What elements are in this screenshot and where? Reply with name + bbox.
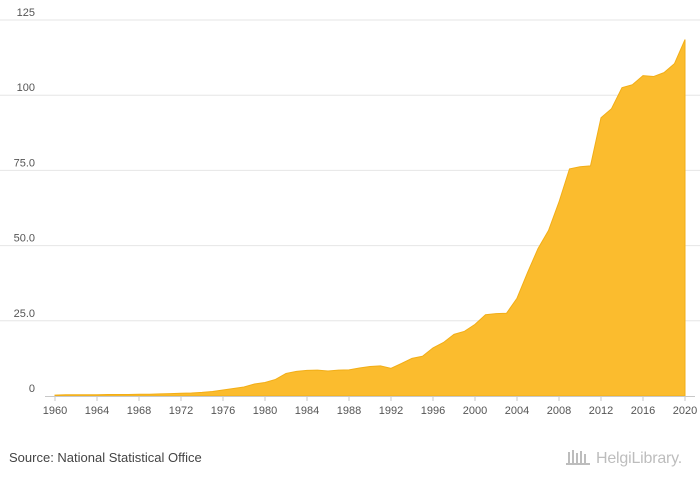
x-tick-label: 1972 <box>169 405 193 417</box>
x-tick-label: 1992 <box>379 405 403 417</box>
x-tick-label: 1968 <box>127 405 151 417</box>
x-tick-label: 1984 <box>295 405 319 417</box>
y-tick-label: 100 <box>17 82 35 94</box>
x-tick-label: 2000 <box>463 405 487 417</box>
y-tick-label: 0 <box>29 383 35 395</box>
x-tick-label: 2008 <box>547 405 571 417</box>
logo-text: HelgiLibrary. <box>596 450 683 467</box>
x-tick-label: 1996 <box>421 405 445 417</box>
x-tick-label: 1960 <box>43 405 67 417</box>
x-tick-label: 2020 <box>673 405 697 417</box>
y-tick-label: 50.0 <box>14 233 35 245</box>
source-note: Source: National Statistical Office <box>9 450 202 465</box>
y-tick-label: 125 <box>17 7 35 19</box>
series-area <box>54 39 686 397</box>
y-tick-label: 75.0 <box>14 157 35 169</box>
x-tick-label: 2012 <box>589 405 613 417</box>
x-tick-label: 2004 <box>505 405 529 417</box>
helgi-library-logo-icon <box>566 448 592 471</box>
x-tick-label: 2016 <box>631 405 655 417</box>
x-tick-label: 1988 <box>337 405 361 417</box>
y-tick-label: 25.0 <box>14 308 35 320</box>
helgi-library-logo: HelgiLibrary. <box>566 448 692 470</box>
x-axis-ticks: 1960 1964 1968 1972 1976 1980 1984 1988 1992 1996… <box>43 396 697 417</box>
y-axis-tick-labels: 0 25.0 50.0 75.0 100 125 <box>14 7 35 395</box>
x-tick-label: 1976 <box>211 405 235 417</box>
x-tick-label: 1964 <box>85 405 109 417</box>
x-tick-label: 1980 <box>253 405 277 417</box>
area-chart: 0 25.0 50.0 75.0 100 125 1960 1964 1968 1972 1976… <box>0 7 700 417</box>
